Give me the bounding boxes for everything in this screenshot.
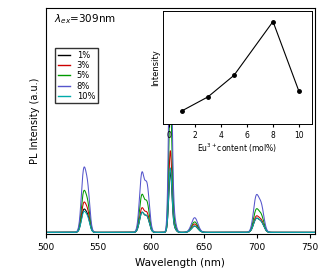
1% — [168, 172, 172, 175]
10% — [314, 231, 318, 234]
5% — [58, 231, 61, 234]
5% — [176, 229, 179, 232]
3% — [306, 231, 310, 234]
3% — [168, 151, 172, 154]
3% — [58, 231, 61, 234]
8% — [306, 231, 310, 234]
10% — [176, 230, 179, 233]
Line: 10%: 10% — [46, 168, 316, 232]
3% — [168, 149, 172, 152]
1% — [44, 231, 47, 234]
3% — [44, 231, 47, 234]
8% — [257, 196, 261, 199]
1% — [306, 231, 310, 234]
Line: 5%: 5% — [46, 99, 316, 232]
10% — [168, 166, 172, 169]
1% — [314, 231, 318, 234]
8% — [44, 231, 47, 234]
10% — [257, 218, 261, 221]
8% — [314, 231, 318, 234]
3% — [257, 215, 261, 219]
10% — [44, 231, 47, 234]
1% — [257, 218, 261, 221]
X-axis label: Eu$^{3+}$content (mol%): Eu$^{3+}$content (mol%) — [197, 142, 278, 155]
3% — [314, 231, 318, 234]
5% — [306, 231, 310, 234]
8% — [168, 22, 172, 25]
Y-axis label: Intensity: Intensity — [151, 49, 160, 86]
1% — [306, 231, 310, 234]
5% — [168, 101, 172, 104]
5% — [306, 231, 310, 234]
Y-axis label: PL Intensity (a.u.): PL Intensity (a.u.) — [30, 78, 40, 164]
8% — [176, 227, 179, 231]
10% — [306, 231, 310, 234]
Legend: 1%, 3%, 5%, 8%, 10%: 1%, 3%, 5%, 8%, 10% — [55, 48, 98, 103]
3% — [306, 231, 310, 234]
1% — [176, 230, 179, 233]
Line: 1%: 1% — [46, 172, 316, 232]
Line: 3%: 3% — [46, 151, 316, 232]
Line: 8%: 8% — [46, 18, 316, 232]
5% — [257, 209, 261, 212]
8% — [306, 231, 310, 234]
Text: $\lambda_{ex}$=309nm: $\lambda_{ex}$=309nm — [54, 13, 116, 26]
X-axis label: Wavelength (nm): Wavelength (nm) — [136, 258, 225, 268]
5% — [314, 231, 318, 234]
5% — [44, 231, 47, 234]
1% — [168, 171, 172, 174]
8% — [58, 231, 61, 234]
10% — [306, 231, 310, 234]
3% — [176, 229, 179, 233]
5% — [168, 98, 172, 101]
1% — [58, 231, 61, 234]
8% — [168, 16, 172, 19]
10% — [168, 168, 172, 171]
10% — [58, 231, 61, 234]
